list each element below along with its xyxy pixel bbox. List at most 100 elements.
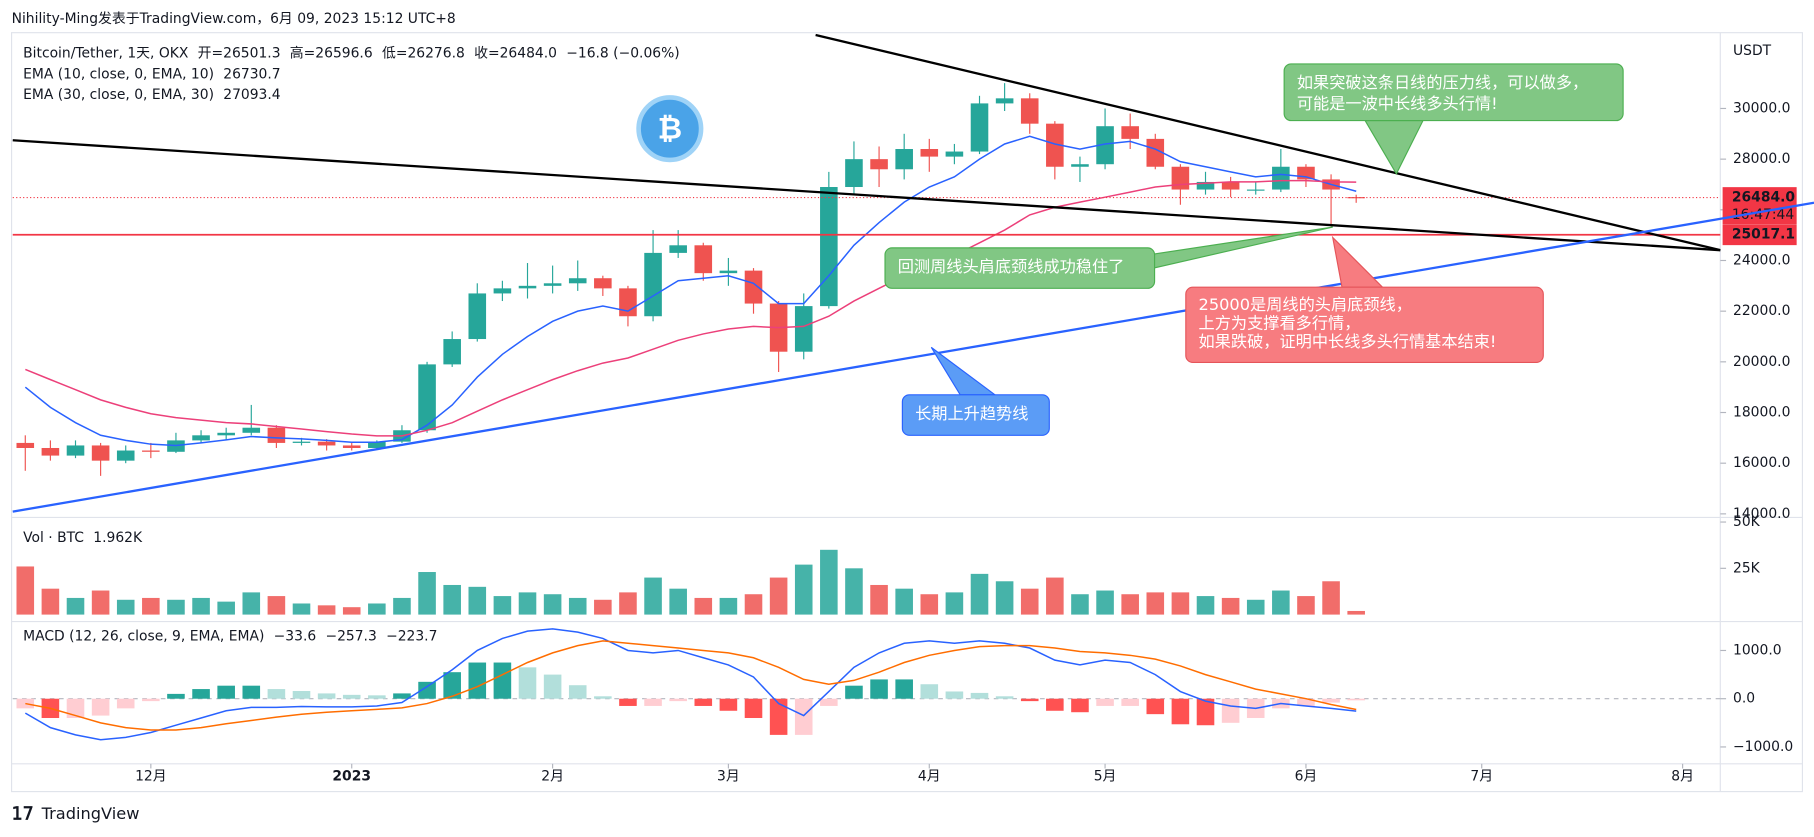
x-tick-label: 8月 [1671, 769, 1694, 785]
histogram-bar [870, 679, 888, 699]
histogram-bar [1221, 698, 1240, 723]
histogram-bar [995, 696, 1014, 699]
callout-text: 可能是一波中长线多头行情! [1297, 94, 1498, 113]
histogram-bar [1347, 698, 1365, 701]
x-tick-label: 7月 [1470, 769, 1493, 785]
y-tick-label: 50K [1733, 514, 1761, 530]
candle-body [1020, 98, 1039, 124]
callout-text: 长期上升趋势线 [915, 404, 1028, 423]
histogram-bar [1322, 698, 1340, 703]
volume-bar [1171, 592, 1190, 615]
macd-line [25, 640, 1357, 731]
candle-body [594, 278, 612, 289]
drawings: ₿ [12, 33, 1814, 513]
volume-bar [1297, 596, 1315, 615]
candle-body [493, 288, 512, 294]
candle-body [1221, 181, 1240, 190]
y-tick-label: 22000.0 [1733, 303, 1790, 319]
y-tick-label: 18000.0 [1733, 405, 1790, 421]
volume-bar [1071, 594, 1089, 615]
trend-line [12, 201, 1814, 513]
candle-body [1071, 164, 1089, 167]
volume-bar [895, 588, 913, 615]
volume-bar [142, 597, 160, 615]
candle-body [192, 435, 210, 441]
legend-text: −33.6 [274, 629, 317, 645]
bitcoin-symbol: ₿ [658, 111, 683, 146]
last-price-box [1722, 187, 1797, 225]
bitcoin-icon [636, 95, 704, 163]
ema-line [24, 135, 1357, 447]
histogram-bar [820, 698, 838, 706]
volume-bar [845, 568, 863, 615]
volume-bar [694, 597, 713, 615]
candle-body [91, 445, 110, 461]
histogram-bar [644, 698, 662, 706]
histogram-bar [1297, 698, 1315, 706]
volume-bar [945, 592, 964, 615]
y-tick-label: 30000.0 [1733, 100, 1790, 116]
callout [901, 394, 1050, 436]
candle-body [267, 427, 286, 443]
histogram-bar [895, 679, 913, 699]
volume-bar [443, 584, 461, 615]
y-tick-label: 20000.0 [1733, 354, 1790, 370]
volume-bar [1121, 594, 1139, 615]
legend-text: 收=26484.0 [474, 46, 557, 62]
candle-body [1196, 181, 1215, 190]
candle-body [1171, 166, 1190, 190]
volume-bar [820, 549, 838, 615]
histogram-bar [317, 693, 336, 699]
volume-bar [217, 601, 235, 615]
volume-bar [1221, 597, 1240, 615]
volume-bar [16, 566, 35, 615]
histogram-bar [393, 693, 411, 699]
callout [1283, 63, 1624, 122]
volume-bar [970, 573, 989, 615]
candle-body [292, 441, 311, 443]
candle-body [342, 445, 361, 448]
legend-text: 开=26501.3 [198, 46, 281, 62]
histogram-bar [192, 689, 210, 699]
legend-text: 26730.7 [223, 66, 280, 82]
candle-body [895, 149, 913, 170]
volume-bar [292, 603, 311, 615]
candle-body [142, 450, 160, 452]
histogram-bar [845, 685, 863, 699]
histogram-bar [945, 691, 964, 699]
volume-bar [1096, 590, 1114, 615]
histogram-bar [91, 698, 110, 716]
histogram-bar [543, 674, 562, 699]
histogram-bar [242, 685, 261, 699]
legend-text: 低=26276.8 [382, 46, 465, 62]
volume-bar [267, 596, 286, 615]
axis-unit: USDT [1733, 43, 1772, 59]
candle-body [1146, 138, 1165, 167]
y-tick-label: −1000.0 [1733, 739, 1793, 755]
histogram-bar [1171, 698, 1190, 725]
trend-line [12, 139, 1721, 252]
legend-text: −257.3 [325, 629, 376, 645]
x-tick-label: 2月 [541, 769, 564, 785]
callout-text: 如果跌破，证明中长线多头行情基本结束! [1199, 332, 1497, 351]
histogram-bar [594, 696, 612, 699]
histogram-bar [1096, 698, 1114, 706]
candle-body [543, 283, 562, 286]
histogram-bar [418, 681, 436, 699]
histogram-bar [694, 698, 713, 706]
candle-body [920, 149, 939, 157]
candle-body [619, 288, 637, 317]
callout [884, 247, 1156, 289]
candle-body [41, 447, 60, 456]
histogram-bar [1146, 698, 1165, 715]
y-tick-label: 28000.0 [1733, 151, 1790, 167]
hline-box [1722, 224, 1797, 246]
histogram-bar [368, 695, 386, 699]
legend-text: 1.962K [93, 530, 143, 546]
volume-bar [1146, 592, 1165, 615]
histogram-bar [970, 692, 989, 699]
histogram-bar [769, 698, 788, 735]
volume-bar [167, 599, 185, 615]
callout-text: 25000是周线的头肩底颈线， [1199, 295, 1412, 314]
